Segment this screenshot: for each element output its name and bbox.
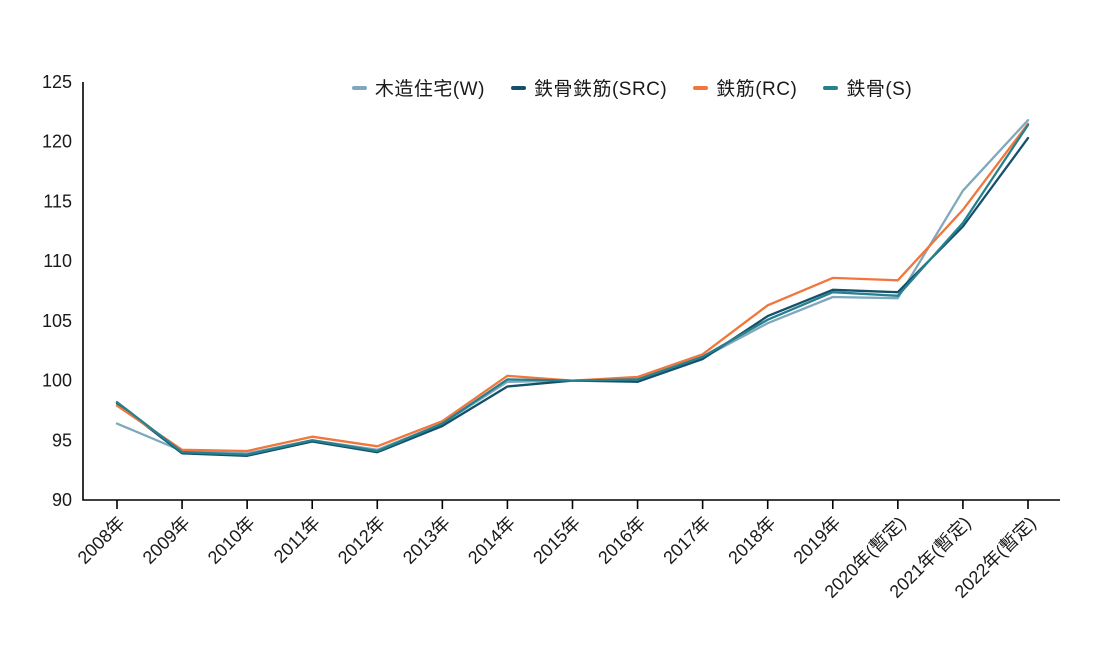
x-tick-label: 2017年 — [659, 513, 714, 568]
legend-item-src: 鉄骨鉄筋(SRC) — [510, 74, 668, 101]
y-tick-label: 105 — [42, 311, 72, 331]
y-tick-label: 115 — [43, 191, 72, 211]
x-tick-label: 2018年 — [724, 513, 779, 568]
axis-frame — [82, 82, 1060, 501]
legend-label-src: 鉄骨鉄筋(SRC) — [533, 79, 668, 100]
legend-label-s: 鉄骨(S) — [846, 79, 913, 100]
x-tick-label: 2010年 — [204, 513, 259, 568]
x-tick-label: 2015年 — [529, 513, 584, 568]
x-tick-label: 2013年 — [399, 513, 454, 568]
legend-swatch-w — [351, 85, 367, 90]
y-tick-label: 95 — [52, 430, 72, 450]
y-tick-label: 120 — [42, 132, 72, 152]
x-tick-label: 2014年 — [464, 513, 519, 568]
legend-swatch-s — [823, 85, 839, 90]
x-tick-label: 2019年 — [789, 513, 844, 568]
legend-item-w: 木造住宅(W) — [351, 74, 485, 101]
x-tick-label: 2011年 — [270, 513, 324, 567]
series-line-rc — [115, 122, 1030, 453]
y-tick-label: 110 — [43, 251, 72, 271]
x-tick-label: 2008年 — [74, 513, 129, 568]
series-line-w — [115, 119, 1030, 455]
x-tick-label: 2016年 — [594, 513, 649, 568]
y-tick-label: 125 — [42, 72, 72, 92]
y-tick-label: 90 — [52, 490, 72, 510]
legend-item-rc: 鉄筋(RC) — [693, 74, 797, 101]
legend-swatch-src — [510, 85, 526, 90]
legend-item-s: 鉄骨(S) — [823, 74, 912, 101]
chart-legend: 木造住宅(W) 鉄骨鉄筋(SRC) 鉄筋(RC) 鉄骨(S) — [0, 74, 1094, 101]
series-line-s — [115, 123, 1030, 456]
legend-label-w: 木造住宅(W) — [374, 79, 485, 100]
legend-swatch-rc — [693, 85, 709, 90]
y-tick-label: 100 — [42, 371, 72, 391]
x-tick-label: 2012年 — [334, 513, 389, 568]
x-tick-label: 2009年 — [139, 513, 194, 568]
legend-label-rc: 鉄筋(RC) — [716, 79, 798, 100]
